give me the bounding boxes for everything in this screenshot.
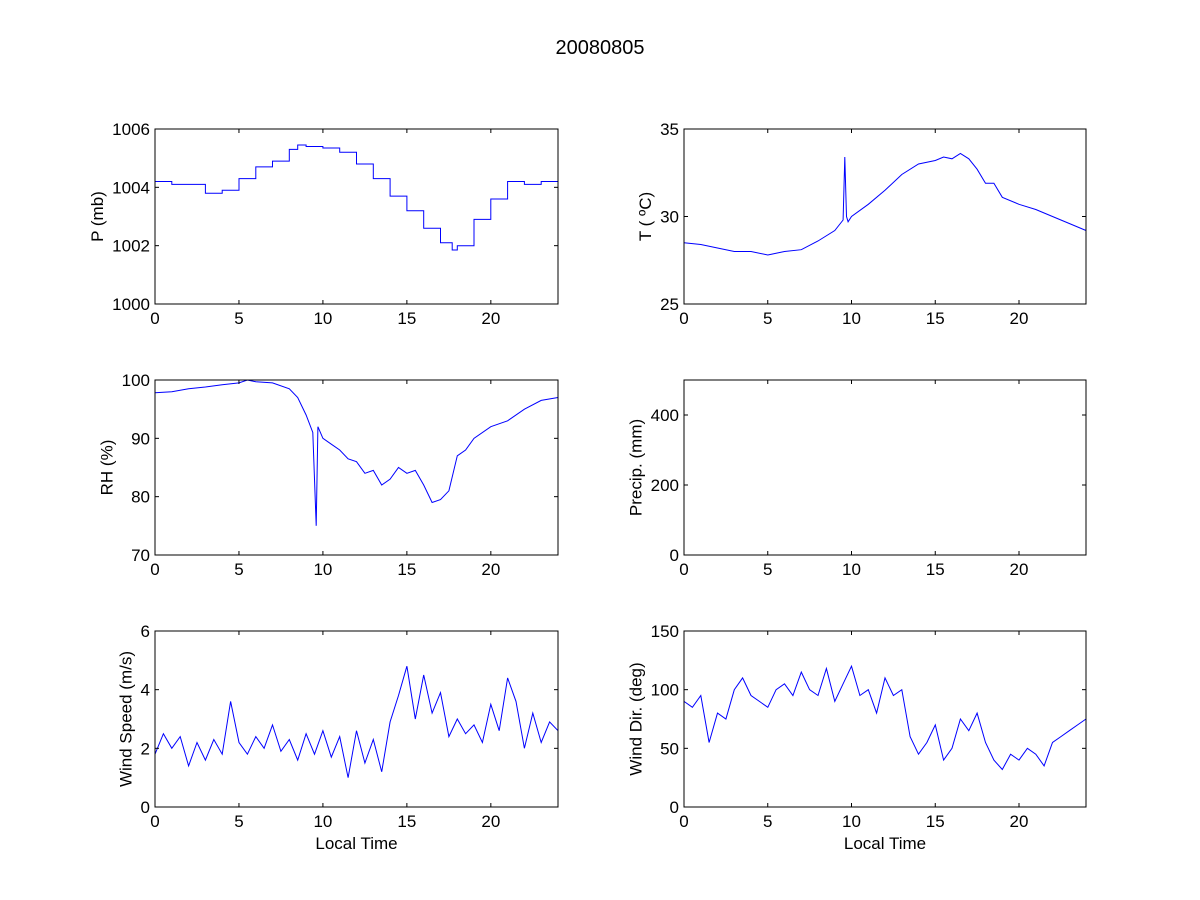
x-axis-label: Local Time <box>844 834 926 853</box>
y-axis-label: RH (%) <box>98 440 117 496</box>
x-tick-label: 20 <box>1010 309 1029 328</box>
subplot-humidity: 0 5 10 15 20 70 80 90 100 RH (%) <box>98 371 559 579</box>
y-tick-label: 200 <box>651 476 679 495</box>
x-tick-label: 5 <box>234 812 243 831</box>
x-tick-label: 0 <box>679 812 688 831</box>
y-axis-label: Wind Dir. (deg) <box>627 662 646 775</box>
x-tick-label: 0 <box>679 560 688 579</box>
y-axis-label: T ( ºC) <box>636 192 655 241</box>
axes-frame <box>154 379 559 556</box>
x-tick-label: 0 <box>150 812 159 831</box>
x-tick-label: 0 <box>150 560 159 579</box>
series-line-temperature <box>683 152 1087 256</box>
subplot-pressure: 0 5 10 15 20 1000 1002 1004 1006 P (mb) <box>88 120 559 328</box>
figure-title: 20080805 <box>556 37 645 59</box>
subplot-wind-direction: 0 5 10 15 20 0 50 100 150 Wind Dir. (deg) Local Ti… <box>627 622 1087 853</box>
y-tick-label: 4 <box>141 681 150 700</box>
y-tick-label: 0 <box>670 798 679 817</box>
y-tick-label: 150 <box>651 622 679 641</box>
y-tick-label: 100 <box>122 371 150 390</box>
x-tick-label: 15 <box>926 309 945 328</box>
series-line-pressure <box>155 144 559 251</box>
y-tick-label: 1002 <box>112 237 150 256</box>
x-tick-label: 20 <box>481 309 500 328</box>
subplot-temperature: 0 5 10 15 20 25 30 35 T ( ºC) <box>636 120 1087 328</box>
y-tick-label: 0 <box>141 798 150 817</box>
y-tick-label: 1004 <box>112 178 150 197</box>
plot-area <box>684 380 1086 555</box>
x-tick-label: 10 <box>313 309 332 328</box>
y-tick-label: 2 <box>141 739 150 758</box>
x-tick-label: 15 <box>397 812 416 831</box>
series-line-humidity <box>154 379 559 526</box>
x-tick-label: 10 <box>842 560 861 579</box>
y-tick-label: 70 <box>131 546 150 565</box>
y-axis-label: Precip. (mm) <box>627 419 646 516</box>
y-tick-label: 50 <box>660 739 679 758</box>
y-tick-label: 400 <box>651 406 679 425</box>
y-tick-label: 0 <box>670 546 679 565</box>
axes-frame <box>154 128 559 305</box>
y-tick-label: 35 <box>660 120 679 139</box>
x-tick-label: 15 <box>926 812 945 831</box>
series-line-wind-speed <box>154 666 559 778</box>
x-tick-label: 10 <box>313 560 332 579</box>
x-tick-label: 20 <box>1010 560 1029 579</box>
y-tick-label: 6 <box>141 622 150 641</box>
x-axis-label: Local Time <box>315 834 397 853</box>
subplot-wind-speed: 0 5 10 15 20 0 2 4 6 Wind Speed (m/s) Local Time <box>117 622 559 853</box>
x-tick-label: 15 <box>397 309 416 328</box>
x-tick-label: 20 <box>1010 812 1029 831</box>
axes-frame <box>683 379 1087 556</box>
y-axis-label: P (mb) <box>88 191 107 242</box>
y-axis-label: Wind Speed (m/s) <box>117 651 136 787</box>
x-tick-label: 15 <box>926 560 945 579</box>
y-tick-label: 100 <box>651 681 679 700</box>
plot-area <box>155 380 558 555</box>
series-line-wind-direction <box>683 664 1087 771</box>
x-tick-label: 0 <box>679 309 688 328</box>
y-tick-label: 80 <box>131 488 150 507</box>
axes-frame <box>683 630 1087 808</box>
y-tick-label: 90 <box>131 429 150 448</box>
y-tick-label: 1006 <box>112 120 150 139</box>
x-tick-label: 20 <box>481 560 500 579</box>
plot-area <box>684 129 1086 304</box>
plot-area <box>155 631 558 807</box>
x-tick-label: 5 <box>763 309 772 328</box>
x-tick-label: 5 <box>763 812 772 831</box>
x-tick-label: 0 <box>150 309 159 328</box>
x-tick-label: 15 <box>397 560 416 579</box>
x-tick-label: 5 <box>234 560 243 579</box>
x-tick-label: 20 <box>481 812 500 831</box>
x-tick-label: 10 <box>313 812 332 831</box>
x-tick-label: 10 <box>842 812 861 831</box>
y-tick-label: 1000 <box>112 295 150 314</box>
x-tick-label: 10 <box>842 309 861 328</box>
x-tick-label: 5 <box>234 309 243 328</box>
plot-area <box>684 631 1086 807</box>
axes-frame <box>154 630 559 808</box>
x-tick-label: 5 <box>763 560 772 579</box>
y-tick-label: 25 <box>660 295 679 314</box>
y-tick-label: 30 <box>660 208 679 227</box>
